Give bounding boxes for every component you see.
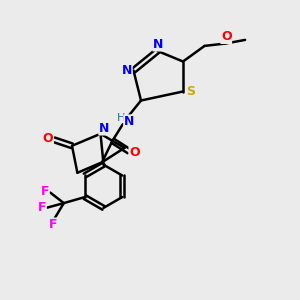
Text: N: N — [124, 115, 134, 128]
Text: O: O — [129, 146, 140, 159]
Text: O: O — [43, 132, 53, 145]
Text: N: N — [122, 64, 132, 77]
Text: N: N — [99, 122, 109, 135]
Text: F: F — [38, 201, 46, 214]
Text: N: N — [153, 38, 163, 51]
Text: S: S — [186, 85, 195, 98]
Text: O: O — [221, 30, 232, 44]
Text: H: H — [116, 112, 125, 123]
Text: F: F — [49, 218, 58, 231]
Text: F: F — [40, 184, 49, 198]
